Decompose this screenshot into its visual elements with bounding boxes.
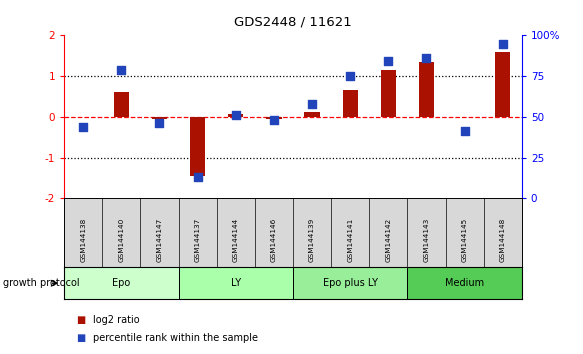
Bar bbox=[228, 114, 243, 117]
Point bbox=[231, 112, 240, 118]
Text: Epo: Epo bbox=[112, 278, 131, 288]
Bar bbox=[381, 70, 396, 117]
Text: percentile rank within the sample: percentile rank within the sample bbox=[93, 333, 258, 343]
Point bbox=[117, 67, 126, 73]
Bar bbox=[64, 267, 178, 299]
Text: Medium: Medium bbox=[445, 278, 484, 288]
Bar bbox=[304, 112, 319, 117]
Text: LY: LY bbox=[231, 278, 241, 288]
Bar bbox=[152, 117, 167, 119]
Text: ■: ■ bbox=[76, 315, 85, 325]
Point bbox=[269, 117, 279, 123]
Text: GSM144137: GSM144137 bbox=[195, 217, 201, 262]
Text: growth protocol: growth protocol bbox=[3, 278, 79, 288]
Bar bbox=[408, 267, 522, 299]
Point bbox=[498, 41, 507, 46]
Bar bbox=[190, 117, 205, 176]
Text: GSM144144: GSM144144 bbox=[233, 217, 239, 262]
Text: GSM144148: GSM144148 bbox=[500, 217, 505, 262]
Point bbox=[193, 174, 202, 180]
Bar bbox=[178, 267, 293, 299]
Point bbox=[460, 129, 469, 134]
Point bbox=[422, 55, 431, 61]
Text: Epo plus LY: Epo plus LY bbox=[322, 278, 378, 288]
Text: GSM144147: GSM144147 bbox=[156, 217, 163, 262]
Text: GDS2448 / 11621: GDS2448 / 11621 bbox=[234, 16, 352, 29]
Text: GSM144145: GSM144145 bbox=[462, 217, 468, 262]
Text: GSM144141: GSM144141 bbox=[347, 217, 353, 262]
Bar bbox=[343, 90, 358, 117]
Point bbox=[384, 59, 393, 64]
Text: log2 ratio: log2 ratio bbox=[93, 315, 140, 325]
Text: GSM144146: GSM144146 bbox=[271, 217, 277, 262]
Text: ■: ■ bbox=[76, 333, 85, 343]
Bar bbox=[419, 62, 434, 117]
Point bbox=[79, 124, 88, 130]
Bar bbox=[495, 52, 510, 117]
Bar bbox=[293, 267, 408, 299]
Bar bbox=[266, 117, 282, 119]
Text: GSM144143: GSM144143 bbox=[423, 217, 430, 262]
Bar bbox=[114, 92, 129, 117]
Point bbox=[346, 73, 355, 79]
Text: GSM144139: GSM144139 bbox=[309, 217, 315, 262]
Point bbox=[155, 120, 164, 126]
Text: GSM144142: GSM144142 bbox=[385, 217, 391, 262]
Text: GSM144138: GSM144138 bbox=[80, 217, 86, 262]
Point bbox=[307, 101, 317, 107]
Text: GSM144140: GSM144140 bbox=[118, 217, 124, 262]
